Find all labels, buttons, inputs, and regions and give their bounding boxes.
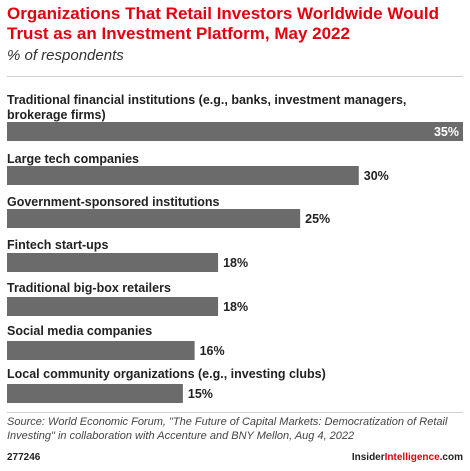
chart-subtitle: % of respondents (7, 47, 124, 64)
bottom-divider (7, 412, 463, 413)
bars-layer: Traditional financial institutions (e.g.… (7, 93, 463, 403)
bar (7, 384, 183, 403)
category-label: Local community organizations (e.g., inv… (7, 367, 326, 381)
top-divider (7, 76, 463, 77)
source-note: Source: World Economic Forum, "The Futur… (7, 416, 448, 442)
brand-logo: InsiderIntelligence.com (352, 451, 463, 464)
bar (7, 253, 219, 272)
chart-title: Organizations That Retail Investors Worl… (7, 4, 439, 43)
category-label: Traditional financial institutions (e.g.… (7, 93, 406, 122)
bar (7, 341, 195, 360)
category-label: Large tech companies (7, 152, 139, 166)
chart-id: 277246 (7, 452, 41, 463)
category-label: Government-sponsored institutions (7, 195, 220, 209)
value-label: 30% (364, 169, 389, 183)
brand-main: Insider (351, 452, 385, 463)
category-label: Fintech start-ups (7, 238, 108, 252)
bar (7, 122, 463, 141)
value-label: 18% (223, 300, 248, 314)
brand-suffix: .com (439, 452, 463, 463)
category-label: Social media companies (7, 324, 152, 338)
bar (7, 209, 301, 228)
category-label: Traditional big-box retailers (7, 281, 171, 295)
bar (7, 297, 219, 316)
value-label: 18% (223, 256, 248, 270)
value-label: 35% (434, 125, 459, 139)
value-label: 25% (305, 212, 330, 226)
value-label: 15% (188, 387, 213, 401)
brand-accent: Intelligence (384, 452, 440, 463)
value-label: 16% (200, 344, 225, 358)
bar (7, 166, 359, 185)
